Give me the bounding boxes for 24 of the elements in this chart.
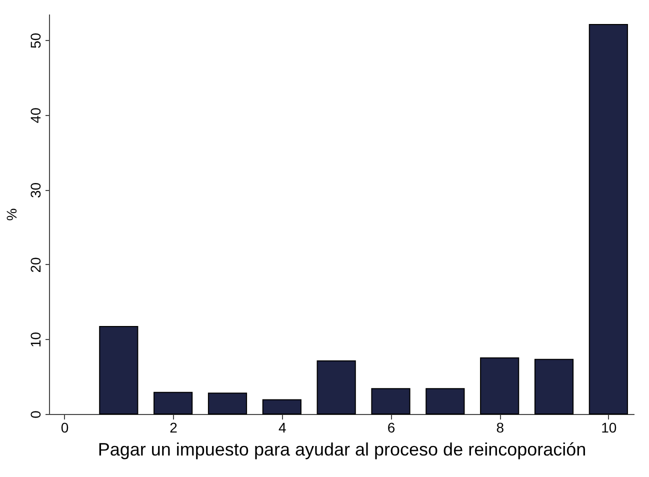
bar xyxy=(480,357,520,414)
y-axis-title: % xyxy=(4,208,20,221)
bar xyxy=(262,399,302,414)
x-axis-title: Pagar un impuesto para ayudar al proceso de reincoporación xyxy=(98,440,586,460)
x-tick-label: 4 xyxy=(278,420,287,436)
bar xyxy=(588,24,628,414)
x-tick-label: 10 xyxy=(601,420,617,436)
x-tick-label: 6 xyxy=(387,420,396,436)
x-tick-label: 0 xyxy=(60,420,69,436)
bar xyxy=(208,392,248,414)
x-tick-label: 2 xyxy=(170,420,178,436)
y-tick-label: 0 xyxy=(28,410,44,418)
bar xyxy=(534,358,574,414)
bar xyxy=(99,326,138,414)
y-tick-label: 20 xyxy=(28,256,44,273)
y-tick-label: 40 xyxy=(28,107,44,124)
x-tick-label: 8 xyxy=(496,420,504,436)
bar xyxy=(154,392,193,414)
bar xyxy=(316,360,356,414)
y-tick-label: 30 xyxy=(28,182,44,198)
bar xyxy=(426,388,465,414)
y-tick-label: 10 xyxy=(28,332,44,348)
bar xyxy=(371,388,410,414)
y-tick-label: 50 xyxy=(28,32,44,48)
